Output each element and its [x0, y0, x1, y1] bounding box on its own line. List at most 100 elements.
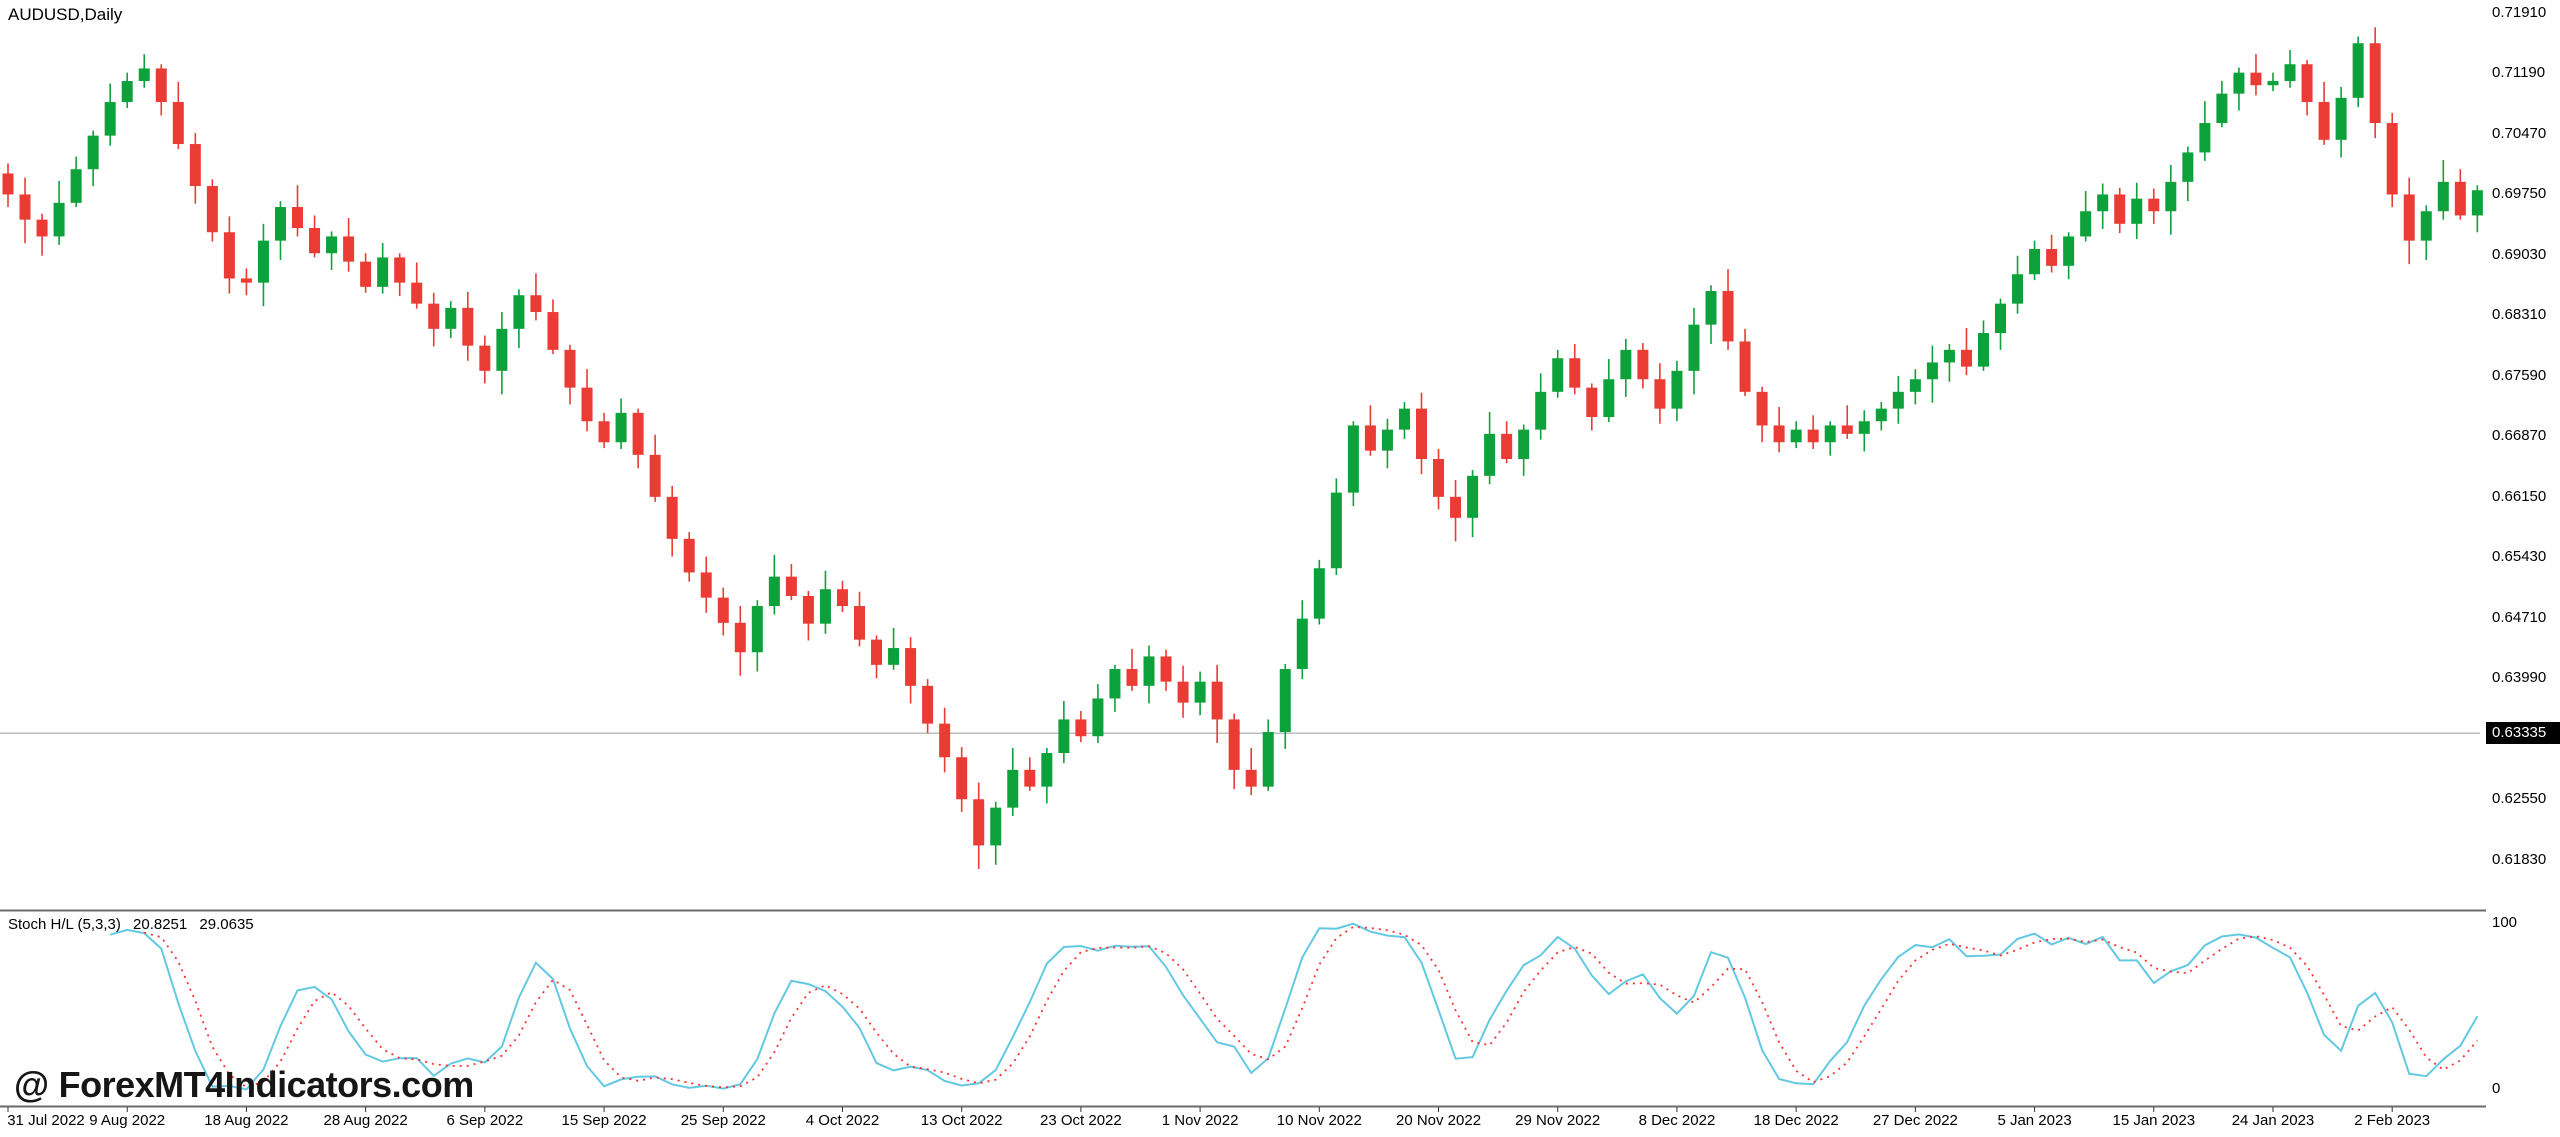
candle-body: [53, 202, 65, 237]
candle-body: [189, 144, 201, 187]
candle-body: [1007, 769, 1019, 808]
candle-body: [2114, 194, 2126, 224]
candle-body: [1364, 425, 1376, 451]
candle-body: [70, 169, 82, 203]
candle-body: [1909, 379, 1921, 392]
candle-body: [888, 648, 900, 665]
candle-body: [2029, 249, 2041, 275]
price-axis-label: 0.67590: [2492, 366, 2547, 384]
candle-body: [1995, 303, 2007, 334]
candle-body: [854, 606, 865, 640]
current-price-tag: 0.63335: [2486, 722, 2560, 745]
candle-body: [1569, 358, 1581, 388]
candle-body: [257, 240, 269, 283]
candle-body: [1433, 459, 1445, 497]
candle-body: [1092, 698, 1104, 737]
candle-body: [1058, 719, 1070, 754]
candle-body: [1126, 669, 1138, 686]
candle-body: [973, 799, 985, 846]
candle-body: [274, 207, 286, 241]
symbol-period-label: AUDUSD,Daily: [8, 5, 123, 24]
candle-body: [1722, 291, 1734, 342]
candle-body: [223, 232, 235, 279]
candle-body: [2437, 181, 2449, 212]
candle-body: [666, 496, 678, 539]
candle-body: [836, 589, 848, 607]
candle-body: [2131, 198, 2143, 224]
indicator-value-signal: 29.0635: [199, 916, 254, 933]
indicator-scale-max: 100: [2492, 914, 2518, 931]
candle-body: [802, 595, 814, 624]
candle-body: [1347, 425, 1359, 493]
candle-body: [309, 228, 321, 254]
candle-body: [2080, 211, 2092, 237]
candle-body: [2216, 93, 2228, 124]
candle-body: [785, 576, 797, 596]
candle-body: [1756, 391, 1768, 426]
candle-body: [496, 328, 508, 371]
candle-body: [1824, 425, 1836, 443]
candle-body: [1926, 362, 1938, 380]
candle-body: [649, 454, 661, 497]
candle-body: [2284, 64, 2296, 82]
candle-body: [1381, 429, 1393, 451]
candle-body: [2369, 43, 2381, 124]
candle-body: [2233, 72, 2245, 94]
candle-body: [121, 81, 133, 103]
candle-body: [2386, 123, 2398, 195]
candle-body: [2318, 102, 2330, 140]
candle-body: [292, 207, 304, 229]
candle-body: [990, 807, 1002, 846]
candle-body: [2403, 194, 2415, 241]
candle-body: [1892, 391, 1904, 409]
candle-body: [1262, 732, 1274, 787]
candle-body: [2454, 181, 2466, 216]
candle-body: [240, 278, 252, 283]
candle-body: [1790, 429, 1802, 443]
time-axis-label: 25 Sep 2022: [680, 1112, 766, 1129]
price-axis-label: 0.65430: [2492, 548, 2547, 566]
candle-body: [2250, 72, 2262, 86]
candle-body: [1535, 391, 1547, 430]
time-axis-label: 23 Oct 2022: [1040, 1112, 1122, 1129]
candle-body: [1875, 408, 1887, 422]
time-axis-label: 13 Oct 2022: [920, 1112, 1003, 1129]
candle-body: [1041, 753, 1053, 787]
price-axis[interactable]: 100 0 0.71910 0.71190 0.70470 0.69750 0.6903…: [2486, 0, 2560, 1137]
candle-body: [155, 68, 167, 103]
candle-body: [1773, 425, 1785, 443]
time-axis[interactable]: 31 Jul 2022 9 Aug 2022 18 Aug 2022 28 Aug 2…: [0, 1112, 2560, 1137]
candle-body: [1586, 387, 1598, 418]
stochastic-main-line: [109, 922, 2479, 1091]
candle-body: [1228, 719, 1240, 770]
candle-body: [2165, 181, 2177, 212]
candle-body: [462, 307, 474, 346]
candle-body: [2301, 64, 2313, 103]
time-axis-label: 15 Jan 2023: [2112, 1112, 2196, 1129]
candle-body: [1858, 421, 1870, 434]
candle-body: [445, 307, 457, 329]
stochastic-signal-line: [143, 925, 2479, 1089]
candle-body: [1688, 324, 1700, 371]
candle-body: [36, 219, 48, 237]
indicator-value-main: 20.8251: [133, 916, 188, 933]
candle-body: [819, 589, 831, 624]
time-axis-label: 27 Dec 2022: [1872, 1112, 1958, 1129]
watermark-text: ForexMT4Indicators.com: [58, 1064, 475, 1105]
candle-body: [768, 576, 780, 607]
candle-body: [1398, 408, 1410, 430]
candle-body: [1143, 656, 1155, 686]
candle-body: [2352, 43, 2364, 98]
candle-body: [905, 648, 917, 686]
price-axis-label: 0.71910: [2492, 4, 2547, 21]
candle-body: [1705, 291, 1717, 325]
time-axis-label: 10 Nov 2022: [1276, 1112, 1362, 1129]
candle-body: [1841, 425, 1853, 434]
price-axis-label: 0.64710: [2492, 608, 2547, 626]
watermark: @ ForexMT4Indicators.com: [14, 1064, 474, 1106]
candle-body: [1518, 429, 1530, 460]
candle-body: [479, 345, 491, 371]
candle-body: [1620, 349, 1632, 380]
price-axis-label: 0.61830: [2492, 850, 2547, 868]
